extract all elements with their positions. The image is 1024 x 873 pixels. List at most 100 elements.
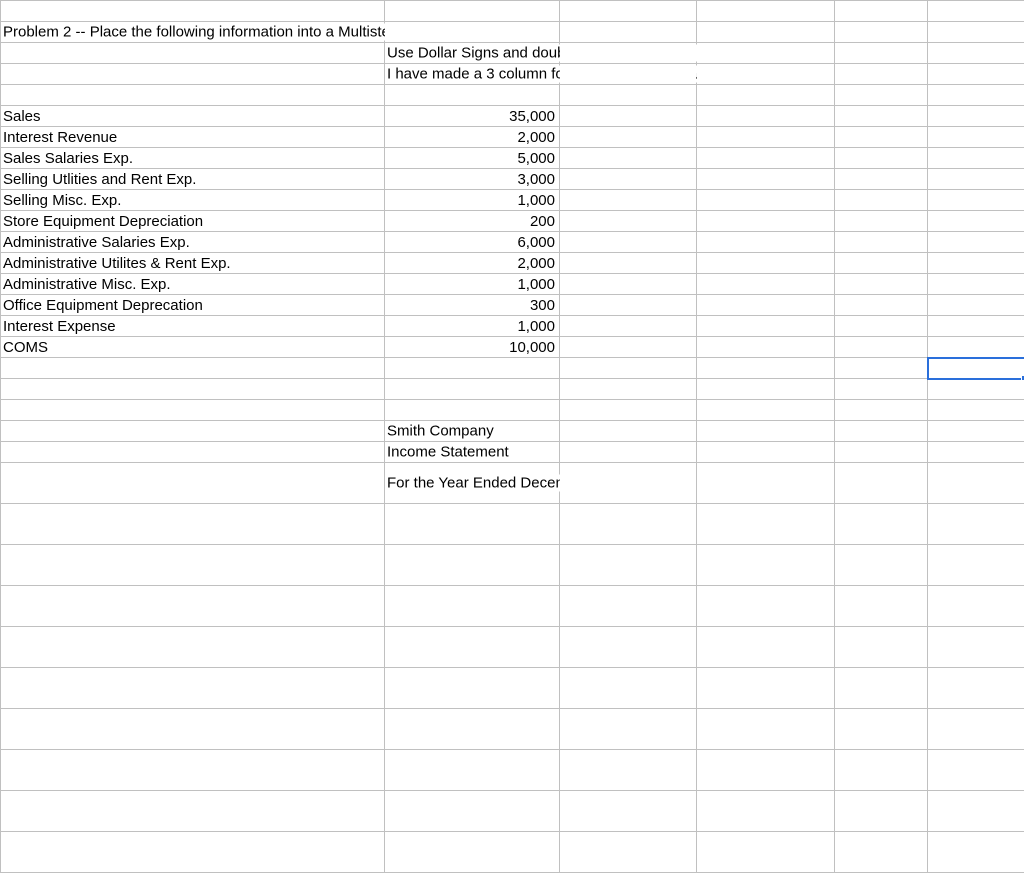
cell[interactable] — [835, 400, 928, 421]
cell[interactable] — [560, 85, 697, 106]
cell[interactable] — [385, 1, 560, 22]
cell[interactable] — [697, 253, 835, 274]
cell[interactable] — [835, 43, 928, 64]
cell[interactable] — [928, 22, 1024, 43]
cell[interactable] — [835, 190, 928, 211]
statement-company[interactable]: Smith Company — [385, 421, 560, 442]
cell[interactable] — [835, 169, 928, 190]
cell[interactable] — [385, 709, 560, 750]
spreadsheet-grid[interactable]: Problem 2 -- Place the following informa… — [0, 0, 1024, 873]
cell[interactable] — [697, 750, 835, 791]
cell[interactable] — [697, 627, 835, 668]
cell[interactable] — [928, 1, 1024, 22]
cell[interactable] — [928, 106, 1024, 127]
cell[interactable] — [560, 22, 697, 43]
cell[interactable] — [835, 421, 928, 442]
cell[interactable] — [697, 379, 835, 400]
cell[interactable] — [1, 442, 385, 463]
cell[interactable] — [385, 586, 560, 627]
cell[interactable] — [560, 1, 697, 22]
cell[interactable] — [928, 504, 1024, 545]
cell[interactable] — [385, 504, 560, 545]
cell[interactable] — [697, 545, 835, 586]
cell[interactable] — [928, 295, 1024, 316]
cell[interactable] — [1, 668, 385, 709]
cell[interactable] — [697, 211, 835, 232]
cell[interactable] — [1, 545, 385, 586]
cell[interactable] — [835, 211, 928, 232]
cell[interactable] — [560, 211, 697, 232]
cell[interactable] — [835, 832, 928, 873]
cell[interactable] — [835, 64, 928, 85]
selected-cell[interactable] — [928, 358, 1024, 379]
cell[interactable] — [928, 337, 1024, 358]
cell[interactable] — [560, 586, 697, 627]
cell[interactable] — [385, 400, 560, 421]
cell[interactable] — [385, 545, 560, 586]
cell[interactable] — [560, 295, 697, 316]
cell[interactable] — [928, 442, 1024, 463]
cell[interactable] — [697, 463, 835, 504]
cell[interactable] — [697, 295, 835, 316]
cell[interactable] — [1, 504, 385, 545]
instruction-line-2[interactable]: Use Dollar Signs and double underlines w… — [385, 43, 560, 64]
cell[interactable] — [1, 400, 385, 421]
cell[interactable] — [697, 64, 835, 85]
cell[interactable] — [1, 43, 385, 64]
instruction-line-1[interactable]: Problem 2 -- Place the following informa… — [1, 22, 385, 43]
cell[interactable] — [697, 274, 835, 295]
cell[interactable] — [560, 379, 697, 400]
cell[interactable] — [835, 586, 928, 627]
cell[interactable] — [835, 463, 928, 504]
cell[interactable] — [560, 421, 697, 442]
cell[interactable] — [835, 709, 928, 750]
cell[interactable] — [560, 627, 697, 668]
cell[interactable] — [928, 586, 1024, 627]
cell[interactable] — [697, 442, 835, 463]
cell[interactable] — [928, 791, 1024, 832]
cell[interactable] — [1, 709, 385, 750]
cell[interactable] — [385, 85, 560, 106]
cell[interactable] — [835, 295, 928, 316]
cell[interactable] — [697, 586, 835, 627]
cell[interactable] — [928, 400, 1024, 421]
cell[interactable] — [560, 127, 697, 148]
cell[interactable] — [835, 791, 928, 832]
cell[interactable] — [1, 586, 385, 627]
statement-title[interactable]: Income Statement — [385, 442, 560, 463]
cell[interactable] — [560, 358, 697, 379]
cell[interactable] — [835, 504, 928, 545]
cell[interactable] — [835, 148, 928, 169]
cell[interactable] — [835, 127, 928, 148]
cell[interactable] — [560, 316, 697, 337]
cell[interactable] — [385, 22, 560, 43]
cell[interactable] — [928, 274, 1024, 295]
cell[interactable] — [835, 1, 928, 22]
cell[interactable] — [697, 400, 835, 421]
cell[interactable] — [560, 463, 697, 504]
cell[interactable] — [385, 791, 560, 832]
cell[interactable] — [928, 85, 1024, 106]
cell[interactable] — [1, 463, 385, 504]
instruction-line-3[interactable]: I have made a 3 column format for you an… — [385, 64, 560, 85]
cell[interactable] — [560, 400, 697, 421]
cell[interactable] — [835, 545, 928, 586]
cell[interactable] — [928, 627, 1024, 668]
cell[interactable] — [928, 211, 1024, 232]
cell[interactable] — [560, 337, 697, 358]
cell[interactable] — [928, 832, 1024, 873]
cell[interactable] — [1, 358, 385, 379]
cell[interactable] — [835, 85, 928, 106]
cell[interactable] — [560, 791, 697, 832]
cell[interactable] — [697, 148, 835, 169]
cell[interactable] — [928, 127, 1024, 148]
cell[interactable] — [697, 232, 835, 253]
cell[interactable] — [928, 148, 1024, 169]
cell[interactable] — [835, 379, 928, 400]
cell[interactable] — [928, 64, 1024, 85]
cell[interactable] — [697, 190, 835, 211]
cell[interactable] — [928, 709, 1024, 750]
cell[interactable] — [835, 442, 928, 463]
cell[interactable] — [385, 668, 560, 709]
cell[interactable] — [560, 64, 697, 85]
